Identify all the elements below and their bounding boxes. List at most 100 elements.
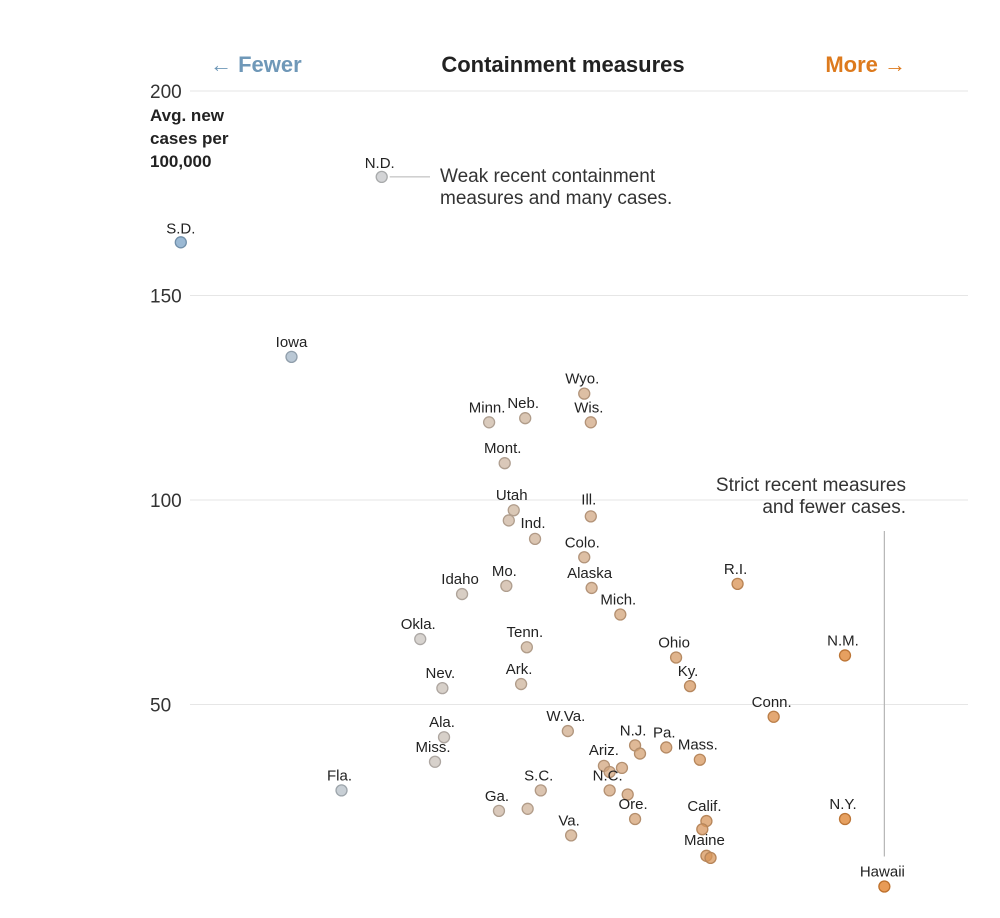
point-label-pa: Pa. [653, 724, 676, 741]
point-alaska [585, 581, 598, 595]
point-ga-2 [521, 802, 534, 815]
point-label-ariz: Ariz. [589, 742, 619, 759]
y-tick-label-200: 200 [150, 82, 182, 103]
point-mich [614, 608, 627, 621]
strict-measures-note-line-1: Strict recent measures [716, 475, 906, 496]
point-ariz-3 [603, 765, 616, 779]
point-wis [584, 416, 597, 429]
point-label-okla: Okla. [401, 616, 436, 633]
point-calif-2 [696, 823, 709, 836]
y-axis-label-line-2: cases per [150, 129, 229, 148]
point-label-miss: Miss. [416, 739, 451, 756]
point-s-d [174, 236, 187, 249]
y-tick-label-100: 100 [150, 491, 182, 512]
point-conn [767, 710, 780, 723]
point-label-idaho: Idaho [441, 571, 479, 588]
point-n-c [603, 784, 616, 797]
point-label-mich: Mich. [600, 592, 636, 609]
point-label-s-d: S.D. [166, 220, 195, 237]
point-miss [428, 755, 442, 768]
point-label-calif: Calif. [687, 798, 721, 815]
point-label-n-c: N.C. [593, 767, 623, 784]
point-label-wyo: Wyo. [565, 371, 599, 388]
point-va [564, 829, 578, 842]
point-label-iowa: Iowa [276, 334, 308, 351]
point-ark [514, 677, 528, 691]
point-nev [436, 681, 449, 695]
point-n-j-2 [633, 747, 647, 760]
point-r-i [731, 577, 744, 590]
point-label-neb: Neb. [507, 395, 539, 412]
direction-more-label: More → [825, 52, 906, 77]
point-label-ind: Ind. [521, 515, 546, 532]
point-label-utah: Utah [496, 487, 528, 504]
point-wyo [578, 387, 591, 400]
point-label-fla: Fla. [327, 767, 352, 784]
point-ky [683, 679, 697, 693]
point-pa [660, 741, 673, 754]
point-label-mass: Mass. [678, 737, 718, 754]
weak-measures-note-line-2: measures and many cases. [440, 188, 672, 209]
point-label-mo: Mo. [492, 563, 517, 580]
point-label-nev: Nev. [426, 665, 456, 682]
point-label-s-c: S.C. [524, 767, 553, 784]
point-idaho [455, 587, 469, 601]
point-minn [482, 416, 496, 429]
y-tick-label-50: 50 [150, 696, 171, 717]
direction-fewer-label: ← Fewer [210, 52, 302, 77]
point-maine-2 [704, 851, 717, 865]
point-label-tenn: Tenn. [506, 624, 543, 641]
point-mo [500, 579, 513, 593]
point-n-m [838, 649, 852, 662]
point-w-va [561, 724, 574, 738]
point-neb [519, 412, 532, 425]
point-colo [578, 551, 591, 564]
point-label-r-i: R.I. [724, 561, 747, 578]
point-label-alaska: Alaska [567, 565, 613, 582]
point-label-ark: Ark. [506, 661, 533, 678]
point-label-n-y: N.Y. [829, 796, 856, 813]
y-tick-label-150: 150 [150, 287, 182, 308]
point-mont [498, 457, 511, 470]
point-label-ohio: Ohio [658, 634, 690, 651]
point-n-d [375, 170, 388, 184]
point-label-w-va: W.Va. [546, 708, 585, 725]
point-ore [628, 812, 642, 826]
point-label-mont: Mont. [484, 440, 522, 457]
point-tenn [520, 641, 533, 654]
point-utah-2 [502, 514, 515, 527]
point-label-ill: Ill. [581, 491, 596, 508]
point-label-wis: Wis. [574, 399, 603, 416]
point-label-n-j: N.J. [620, 722, 647, 739]
point-label-ala: Ala. [429, 714, 455, 731]
point-fla [335, 784, 348, 797]
point-label-hawaii: Hawaii [860, 864, 905, 881]
point-label-ky: Ky. [678, 663, 699, 680]
point-ala [437, 731, 451, 744]
point-label-minn: Minn. [469, 399, 506, 416]
point-utah [507, 504, 520, 517]
point-ga [492, 804, 506, 817]
point-hawaii [878, 880, 891, 893]
point-ariz-2 [615, 761, 629, 775]
point-label-maine: Maine [684, 832, 725, 849]
point-n-y [838, 812, 852, 826]
point-label-ore: Ore. [618, 796, 647, 813]
weak-measures-note-line-1: Weak recent containment [440, 166, 656, 187]
point-ind [528, 532, 542, 546]
point-label-conn: Conn. [752, 694, 792, 711]
point-n-c-2 [621, 788, 634, 801]
strict-measures-note-line-2: and fewer cases. [762, 497, 906, 518]
point-label-ga: Ga. [485, 788, 509, 805]
point-label-n-d: N.D. [365, 155, 395, 172]
point-iowa [285, 350, 298, 364]
chart-title: Containment measures [441, 52, 684, 77]
point-mass [693, 753, 707, 766]
point-s-c [534, 784, 547, 797]
point-ohio [669, 651, 683, 664]
point-label-n-m: N.M. [827, 632, 859, 649]
point-label-va: Va. [558, 812, 579, 829]
y-axis-label-line-1: Avg. new [150, 106, 225, 125]
point-ill [584, 510, 597, 523]
